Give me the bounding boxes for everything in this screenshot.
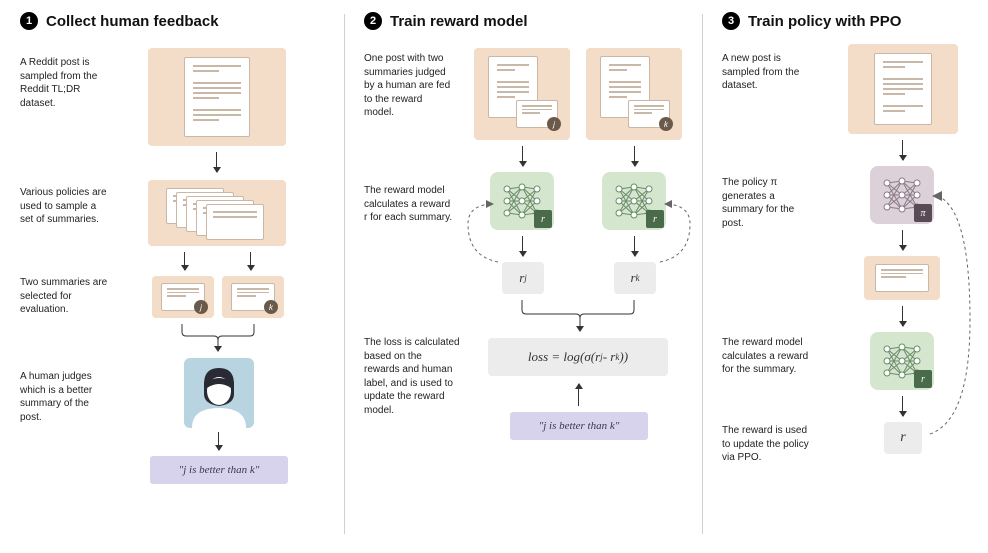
caption-1c: Two summaries are selected for evaluatio… [20, 276, 110, 317]
caption-2c: The loss is calculated based on the rewa… [364, 336, 460, 417]
step-badge-3: 3 [722, 12, 740, 30]
new-post-box [848, 44, 958, 134]
human-avatar [184, 358, 254, 428]
arrow-1a [216, 152, 217, 172]
rm-net-3: r [870, 332, 934, 390]
arrow-2a-l [522, 146, 523, 166]
caption-3a: A new post is sampled from the dataset. [722, 52, 812, 93]
summary-k: k [222, 276, 284, 318]
caption-1a: A Reddit post is sampled from the Reddit… [20, 56, 110, 110]
step-badge-2: 2 [364, 12, 382, 30]
arrow-3a [902, 140, 903, 160]
post-summary-k: k [586, 48, 682, 140]
feedback-arrow-j [462, 200, 506, 270]
caption-2a: One post with two summaries judged by a … [364, 52, 454, 120]
step-badge-1: 1 [20, 12, 38, 30]
arrow-3c [902, 306, 903, 326]
arrow-2c-up [578, 384, 579, 406]
merge-bracket-2 [484, 298, 684, 332]
arrow-1b-left [184, 252, 185, 270]
loss-box: loss = log(σ(rj - rk)) [488, 338, 668, 376]
ppo-feedback-arrow [926, 190, 980, 440]
human-output: "j is better than k" [150, 456, 288, 484]
caption-1d: A human judges which is a better summary… [20, 370, 110, 424]
reddit-post-box [148, 48, 286, 146]
reward-3: r [884, 422, 922, 454]
policy-net: π [870, 166, 934, 224]
arrow-2b-r [634, 236, 635, 256]
tag-j: j [194, 300, 208, 314]
tag-j-2: j [547, 117, 561, 131]
caption-2b: The reward model calculates a reward r f… [364, 184, 454, 225]
panel-1-header: 1 Collect human feedback [20, 12, 344, 30]
caption-1b: Various policies are used to sample a se… [20, 186, 110, 227]
reward-j: rj [502, 262, 544, 294]
panel-2-header: 2 Train reward model [364, 12, 702, 30]
merge-bracket-1 [152, 322, 284, 352]
panel-collect-feedback: 1 Collect human feedback A Reddit post i… [0, 0, 344, 553]
caption-3d: The reward is used to update the policy … [722, 424, 812, 465]
panel-3-title: Train policy with PPO [748, 13, 901, 30]
arrow-3b [902, 230, 903, 250]
rm-corner-j: r [534, 210, 552, 228]
feedback-arrow-k [652, 200, 696, 270]
caption-3c: The reward model calculates a reward for… [722, 336, 812, 377]
tag-k-2: k [659, 117, 673, 131]
panel-3-header: 3 Train policy with PPO [722, 12, 988, 30]
panel-train-rm: 2 Train reward model One post with two s… [344, 0, 702, 553]
arrow-1b-right [250, 252, 251, 270]
summary-j: j [152, 276, 214, 318]
panel-1-title: Collect human feedback [46, 13, 219, 30]
panel-2-title: Train reward model [390, 13, 528, 30]
arrow-3d [902, 396, 903, 416]
caption-3b: The policy π generates a summary for the… [722, 176, 812, 230]
panel-train-ppo: 3 Train policy with PPO A new post is sa… [702, 0, 988, 553]
arrow-2b-l [522, 236, 523, 256]
human-label-input: "j is better than k" [510, 412, 648, 440]
post-summary-j: j [474, 48, 570, 140]
tag-k: k [264, 300, 278, 314]
arrow-1d [218, 432, 219, 450]
summaries-fan-box [148, 180, 286, 246]
reward-k: rk [614, 262, 656, 294]
arrow-2a-r [634, 146, 635, 166]
